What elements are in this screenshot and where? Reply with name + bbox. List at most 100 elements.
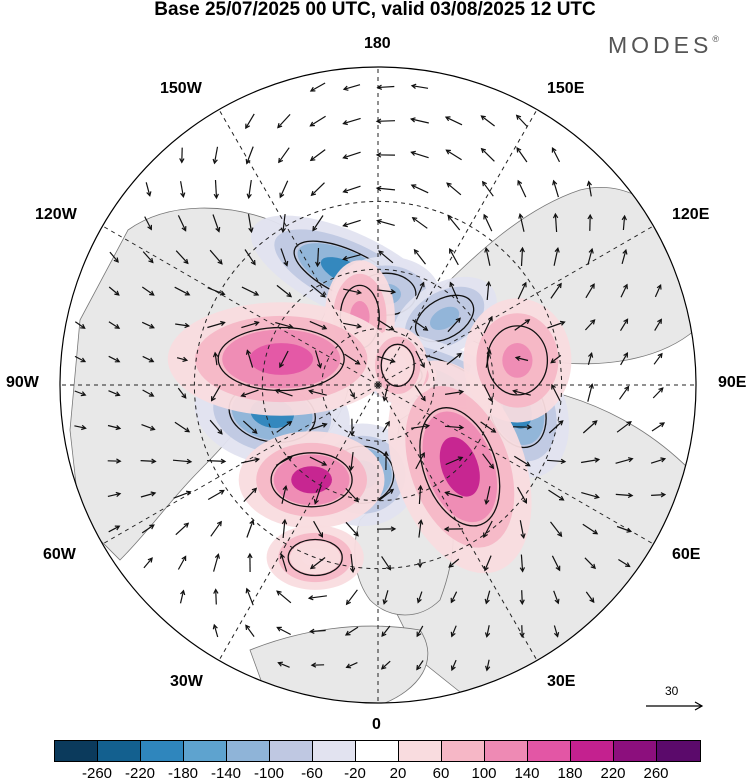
- wind-arrow-head: [420, 395, 426, 402]
- wind-arrow: [207, 287, 226, 296]
- wind-arrow: [274, 388, 293, 397]
- wind-arrow-shaft: [248, 180, 252, 198]
- wind-arrow: [581, 457, 601, 464]
- wind-arrow-shaft: [343, 254, 361, 260]
- wind-arrow: [108, 286, 120, 296]
- colorbar-tick-label: 100: [471, 765, 497, 782]
- canada-high-anomaly-band: [249, 343, 313, 375]
- wind-arrow-head: [356, 323, 363, 329]
- wind-arrow: [307, 595, 327, 601]
- wind-arrow-shaft: [275, 456, 293, 466]
- wind-arrow-head: [416, 631, 422, 638]
- wind-arrow-shaft: [345, 626, 359, 636]
- wind-arrow-shaft: [277, 113, 291, 129]
- wind-arrow: [448, 558, 460, 568]
- wind-arrow: [652, 387, 664, 399]
- wind-arrow-shaft: [175, 250, 189, 264]
- wind-arrow-head: [444, 116, 451, 122]
- wind-arrow-shaft: [378, 250, 394, 264]
- wind-arrow-shaft: [276, 284, 292, 298]
- wind-arrow-head: [184, 290, 191, 296]
- wind-arrow: [180, 181, 186, 199]
- wind-arrow-shaft: [383, 590, 389, 604]
- wind-arrow-shaft: [215, 589, 217, 605]
- wind-arrow-head: [274, 388, 281, 394]
- wind-arrow-shaft: [245, 625, 255, 637]
- wind-arrow: [177, 387, 187, 399]
- wind-arrow-shaft: [142, 355, 154, 363]
- wind-vectors: [74, 82, 667, 672]
- russia-kazakhstan-high-anomaly-contour: [419, 407, 501, 527]
- colorbar-tick-label: 20: [389, 765, 407, 782]
- wind-arrow: [484, 590, 491, 605]
- wind-arrow: [246, 180, 252, 200]
- wind-arrow-shaft: [377, 220, 395, 226]
- wind-arrow-head: [560, 458, 567, 465]
- wind-arrow-head: [149, 290, 155, 296]
- wind-arrow: [176, 356, 189, 362]
- wind-arrow-head: [254, 320, 260, 327]
- wind-arrow-shaft: [376, 120, 396, 122]
- wind-arrow-head: [281, 518, 288, 525]
- colorbar-bin: [313, 741, 356, 761]
- wind-arrow-shaft: [415, 282, 425, 300]
- wind-arrow: [444, 424, 465, 431]
- wind-arrow: [179, 589, 186, 604]
- wind-arrow-head: [375, 118, 382, 124]
- wind-arrow-shaft: [485, 350, 491, 368]
- wind-arrow-head: [623, 318, 629, 324]
- wind-arrow-head: [448, 562, 454, 568]
- wind-arrow: [512, 389, 531, 396]
- wind-arrow-head: [342, 188, 349, 194]
- wind-arrow: [445, 149, 462, 161]
- wind-arrow-head: [411, 216, 418, 223]
- wind-arrow-head: [481, 180, 487, 187]
- wind-arrow: [651, 422, 666, 432]
- wind-arrow-shaft: [311, 182, 325, 196]
- wind-arrow: [309, 628, 326, 634]
- wind-arrow-head: [279, 362, 284, 369]
- lon-label-30w: 30W: [170, 673, 203, 690]
- wind-arrow: [409, 117, 429, 124]
- wind-arrow-shaft: [275, 389, 293, 397]
- wind-arrow: [550, 354, 562, 364]
- wind-arrow-shaft: [616, 525, 632, 533]
- lon-label-0: 0: [372, 716, 381, 733]
- wind-arrow-shaft: [310, 149, 326, 161]
- wind-arrow-shaft: [344, 353, 360, 365]
- lon-label-120e: 120E: [672, 206, 710, 223]
- wind-arrow-shaft: [141, 524, 155, 534]
- wind-arrow-head: [149, 323, 155, 329]
- wind-arrow: [140, 458, 157, 464]
- wind-arrow: [446, 182, 462, 196]
- wind-arrow: [445, 456, 464, 466]
- wind-arrow-head: [627, 492, 634, 499]
- wind-arrow: [279, 180, 289, 199]
- wind-arrow: [483, 520, 493, 539]
- wind-arrow: [141, 424, 156, 431]
- wind-arrow-head: [518, 212, 524, 219]
- wind-arrow-head: [484, 598, 490, 605]
- wind-arrow-shaft: [653, 353, 663, 365]
- wind-arrow-shaft: [206, 460, 226, 462]
- wind-arrow-head: [590, 319, 596, 325]
- lon-label-150e: 150E: [547, 80, 585, 97]
- wind-arrow: [516, 146, 528, 163]
- wind-arrow-head: [552, 179, 558, 186]
- wind-arrow: [312, 215, 324, 232]
- wind-arrow: [213, 553, 220, 572]
- wind-arrow: [109, 251, 119, 263]
- wind-arrow-shaft: [446, 353, 462, 365]
- wind-arrow-shaft: [514, 319, 530, 331]
- wind-arrow-head: [249, 519, 255, 526]
- wind-arrow-head: [519, 567, 526, 573]
- wind-arrow-head: [450, 631, 456, 638]
- wind-arrow-head: [555, 565, 561, 572]
- reference-vector-label: 30: [665, 684, 679, 698]
- wind-arrow-head: [184, 322, 191, 329]
- wind-arrow-head: [321, 422, 328, 428]
- wind-arrow-shaft: [622, 215, 626, 231]
- wind-arrow-shaft: [517, 486, 527, 504]
- wind-arrow-head: [521, 281, 527, 288]
- wind-arrow-head: [247, 552, 253, 559]
